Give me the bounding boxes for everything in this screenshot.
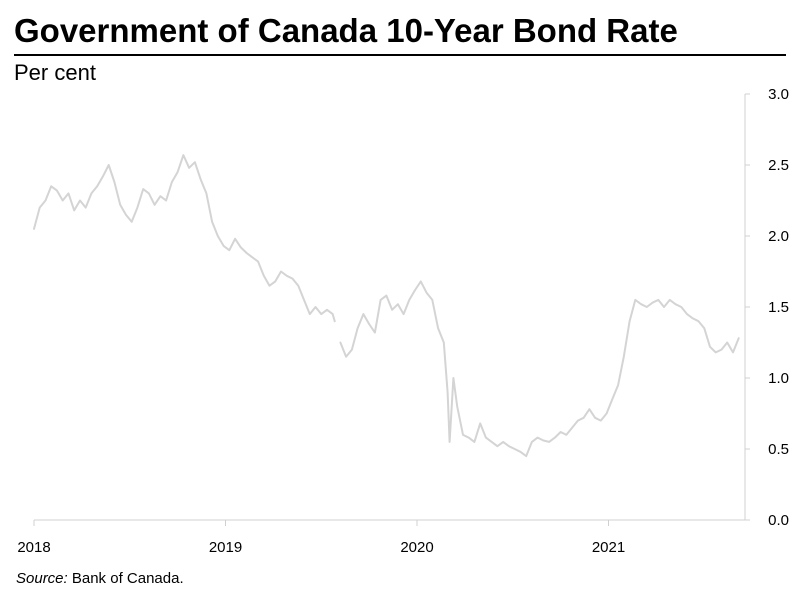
x-tick-label: 2021 <box>592 539 625 556</box>
y-tick-label: 2.0 <box>768 228 789 245</box>
x-tick-label: 2019 <box>209 539 242 556</box>
y-tick-label: 1.0 <box>768 370 789 387</box>
series-line-2 <box>339 280 740 458</box>
y-tick-label: 0.5 <box>768 441 789 458</box>
y-tick-label: 1.5 <box>768 299 789 316</box>
x-tick-label: 2018 <box>17 539 50 556</box>
y-tick-label: 2.5 <box>768 157 789 174</box>
source-text: Bank of Canada. <box>67 570 184 587</box>
y-tick-label: 0.0 <box>768 512 789 529</box>
title-divider <box>14 54 786 56</box>
source-label: Source: <box>16 570 68 587</box>
chart-title: Government of Canada 10-Year Bond Rate <box>14 12 678 49</box>
series-line-1 <box>33 154 336 323</box>
y-tick-label: 3.0 <box>768 86 789 103</box>
source-note: Source: Bank of Canada. <box>16 570 184 587</box>
y-axis-unit-label: Per cent <box>14 60 96 85</box>
x-tick-label: 2020 <box>400 539 433 556</box>
